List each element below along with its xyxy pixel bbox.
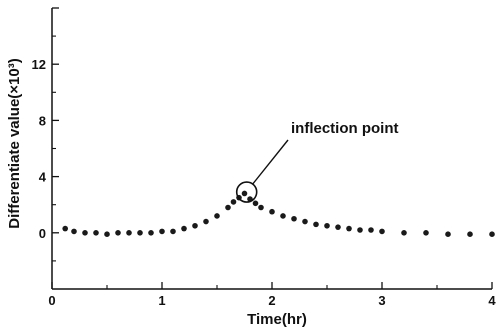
data-point — [137, 230, 143, 236]
annotation-label: inflection point — [291, 120, 398, 137]
annotation-leader-line — [252, 139, 289, 185]
data-point — [62, 225, 68, 232]
x-tick-label: 0 — [48, 293, 55, 308]
data-point — [269, 208, 275, 215]
data-point — [357, 227, 363, 233]
data-point — [203, 218, 209, 225]
data-point — [302, 218, 308, 225]
data-point — [241, 190, 248, 197]
data-point — [368, 227, 374, 233]
y-tick-label: 4 — [39, 170, 47, 185]
data-point — [104, 231, 110, 238]
data-point — [280, 213, 286, 219]
annotation: inflection point — [235, 120, 398, 203]
data-point — [423, 230, 429, 236]
data-point — [252, 200, 259, 207]
data-point — [93, 230, 99, 236]
data-point — [379, 228, 385, 235]
x-axis-label: Time(hr) — [247, 311, 307, 328]
data-points — [62, 190, 495, 238]
data-point — [181, 225, 187, 232]
data-point — [335, 224, 341, 230]
x-tick-label: 2 — [268, 293, 275, 308]
data-point — [170, 228, 176, 235]
y-axis-label: Differentiate value(×10³) — [6, 58, 23, 228]
data-point — [225, 204, 231, 211]
data-point — [159, 228, 165, 235]
data-point — [115, 230, 121, 236]
data-point — [401, 230, 407, 236]
data-point — [71, 228, 77, 235]
data-point — [324, 222, 330, 229]
data-point — [148, 230, 154, 236]
data-point — [291, 215, 297, 222]
data-point — [214, 213, 220, 219]
y-tick-label: 12 — [32, 57, 46, 72]
x-tick-label: 1 — [158, 293, 165, 308]
y-tick-label: 0 — [39, 226, 46, 241]
inflection-marker — [235, 181, 258, 203]
data-point — [467, 231, 473, 238]
data-point — [82, 230, 88, 236]
data-point — [346, 225, 352, 232]
y-tick-label: 8 — [39, 113, 46, 128]
x-tick-label: 4 — [488, 293, 496, 308]
data-point — [313, 221, 319, 228]
data-point — [126, 230, 132, 236]
data-point — [489, 231, 495, 238]
data-point — [258, 204, 264, 211]
data-point — [192, 222, 198, 229]
data-point — [230, 199, 237, 205]
x-tick-label: 3 — [378, 293, 385, 308]
data-point — [445, 231, 451, 238]
